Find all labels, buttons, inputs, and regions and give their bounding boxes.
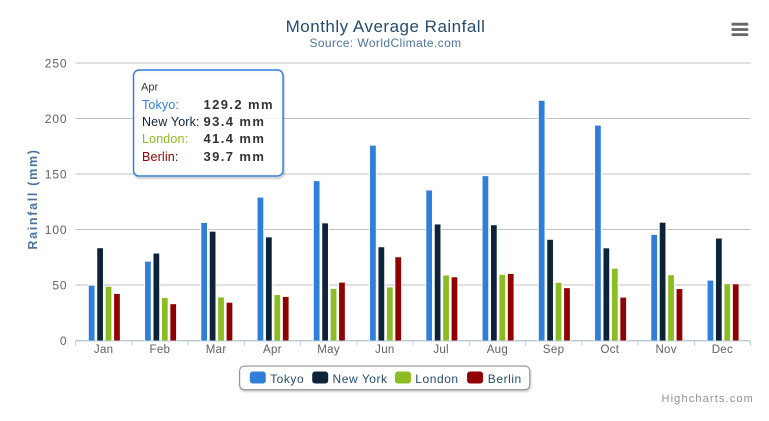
svg-text:London:: London: [142, 132, 188, 146]
svg-text:200: 200 [45, 112, 68, 126]
svg-text:New York:: New York: [142, 115, 200, 129]
svg-text:100: 100 [45, 223, 68, 237]
svg-text:129.2 mm: 129.2 mm [204, 97, 274, 112]
svg-text:150: 150 [45, 168, 68, 182]
svg-text:Berlin:: Berlin: [142, 150, 178, 164]
svg-text:Oct: Oct [600, 344, 619, 356]
svg-text:50: 50 [52, 279, 67, 293]
svg-text:Mar: Mar [206, 344, 227, 356]
svg-text:London: London [415, 372, 458, 386]
svg-text:Apr: Apr [141, 82, 158, 94]
svg-text:New York: New York [333, 372, 389, 386]
svg-text:May: May [317, 344, 340, 356]
svg-text:Highcharts.com: Highcharts.com [661, 393, 754, 405]
svg-text:Feb: Feb [150, 344, 171, 356]
svg-text:Nov: Nov [655, 344, 676, 356]
svg-text:Jul: Jul [433, 344, 449, 356]
svg-text:Monthly Average Rainfall: Monthly Average Rainfall [286, 17, 486, 36]
svg-text:Berlin: Berlin [488, 372, 522, 386]
svg-text:Jun: Jun [375, 344, 394, 356]
svg-text:Sep: Sep [543, 344, 564, 356]
svg-text:Apr: Apr [263, 344, 282, 356]
svg-text:Rainfall (mm): Rainfall (mm) [26, 148, 40, 249]
svg-text:Jan: Jan [94, 344, 113, 356]
svg-text:Tokyo:: Tokyo: [142, 98, 179, 112]
svg-text:Aug: Aug [487, 344, 508, 356]
svg-text:41.4 mm: 41.4 mm [204, 131, 266, 146]
svg-text:39.7 mm: 39.7 mm [204, 149, 266, 164]
svg-text:250: 250 [45, 57, 68, 71]
svg-text:Tokyo: Tokyo [270, 372, 304, 386]
svg-text:Source: WorldClimate.com: Source: WorldClimate.com [309, 36, 461, 50]
svg-text:0: 0 [60, 334, 68, 348]
svg-text:93.4 mm: 93.4 mm [204, 114, 266, 129]
svg-text:Dec: Dec [712, 344, 733, 356]
